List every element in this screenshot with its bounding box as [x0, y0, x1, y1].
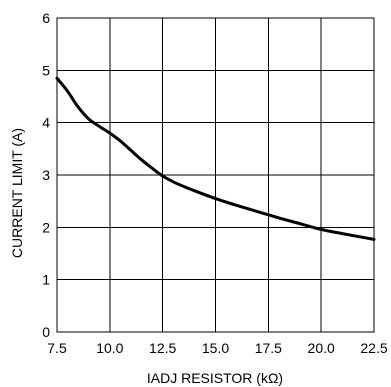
- x-tick-label: 12.5: [149, 340, 176, 356]
- y-axis-title: CURRENT LIMIT (A): [9, 128, 25, 258]
- x-tick-label: 22.5: [360, 340, 387, 356]
- series-group: [55, 76, 376, 241]
- x-tick-label: 20.0: [308, 340, 335, 356]
- y-tick-label: 5: [42, 62, 50, 78]
- y-tick-label: 4: [42, 115, 50, 131]
- y-tick-label: 6: [42, 10, 50, 26]
- grid: [56, 17, 375, 333]
- y-tick-label: 3: [42, 167, 50, 183]
- x-axis-ticks: 7.5 10.0 12.5 15.0 17.5 20.0 22.5: [47, 340, 388, 356]
- x-tick-label: 7.5: [47, 340, 67, 356]
- y-tick-label: 0: [42, 324, 50, 340]
- y-axis-ticks: 0 1 2 3 4 5 6: [42, 10, 50, 340]
- x-tick-label: 15.0: [202, 340, 229, 356]
- y-tick-label: 2: [42, 219, 50, 235]
- x-axis-title: IADJ RESISTOR (kΩ): [147, 370, 283, 386]
- current-limit-curve: [55, 76, 376, 241]
- y-tick-label: 1: [42, 272, 50, 288]
- plot-frame: [56, 17, 375, 333]
- x-tick-label: 17.5: [255, 340, 282, 356]
- x-tick-label: 10.0: [96, 340, 123, 356]
